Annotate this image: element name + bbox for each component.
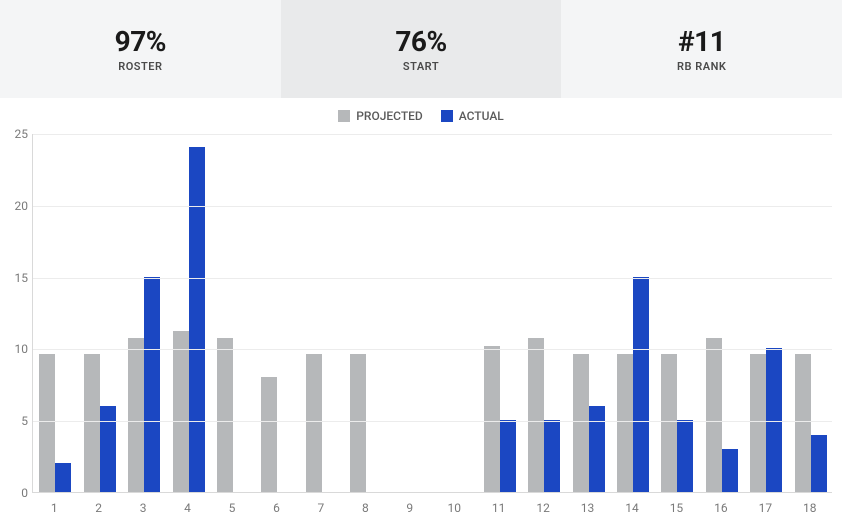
- bar: [350, 354, 366, 492]
- x-tick-label: 11: [492, 501, 506, 515]
- x-tick-label: 7: [318, 501, 325, 515]
- x-tick-label: 10: [447, 501, 461, 515]
- stat-label: ROSTER: [118, 60, 162, 73]
- bar: [217, 338, 233, 492]
- legend-label: ACTUAL: [459, 109, 504, 123]
- legend-swatch: [338, 110, 350, 122]
- x-tick-label: 1: [51, 501, 58, 515]
- bar: [128, 338, 144, 492]
- x-tick-label: 5: [229, 501, 236, 515]
- legend-item[interactable]: PROJECTED: [338, 109, 423, 123]
- x-tick-label: 17: [759, 501, 773, 515]
- y-tick-label: 25: [0, 127, 28, 141]
- bar: [84, 354, 100, 492]
- gridline: [33, 206, 832, 207]
- bar: [589, 406, 605, 492]
- x-tick-label: 3: [140, 501, 147, 515]
- x-tick-label: 2: [95, 501, 102, 515]
- x-tick-label: 16: [714, 501, 728, 515]
- bar: [100, 406, 116, 492]
- chart-legend: PROJECTED ACTUAL: [0, 102, 842, 130]
- gridline: [33, 421, 832, 422]
- bar: [144, 277, 160, 492]
- x-tick-label: 8: [362, 501, 369, 515]
- stat-value: 97%: [115, 25, 166, 58]
- bar: [633, 277, 649, 492]
- y-tick-label: 15: [0, 271, 28, 285]
- bar: [484, 346, 500, 492]
- stat-value: #11: [678, 25, 725, 58]
- legend-label: PROJECTED: [356, 109, 423, 123]
- stat-cell[interactable]: #11 RB RANK: [561, 0, 842, 98]
- gridline: [33, 278, 832, 279]
- gridline: [33, 349, 832, 350]
- bar: [795, 354, 811, 492]
- bar: [722, 449, 738, 492]
- plot-area: [32, 134, 832, 493]
- stat-cell[interactable]: 76% START: [281, 0, 562, 98]
- bar: [55, 463, 71, 492]
- bar: [706, 338, 722, 492]
- x-tick-label: 18: [803, 501, 817, 515]
- legend-item[interactable]: ACTUAL: [441, 109, 504, 123]
- x-tick-label: 14: [625, 501, 639, 515]
- bar: [677, 420, 693, 492]
- bar: [750, 354, 766, 492]
- stat-label: START: [403, 60, 439, 73]
- stats-row: 97% ROSTER 76% START #11 RB RANK: [0, 0, 842, 98]
- bar: [261, 377, 277, 492]
- x-tick-label: 12: [536, 501, 550, 515]
- x-tick-label: 4: [184, 501, 191, 515]
- bar: [306, 354, 322, 492]
- x-tick-label: 6: [273, 501, 280, 515]
- y-tick-label: 0: [0, 486, 28, 500]
- x-tick-label: 13: [581, 501, 595, 515]
- legend-swatch: [441, 110, 453, 122]
- y-tick-label: 5: [0, 414, 28, 428]
- x-tick-label: 9: [406, 501, 413, 515]
- y-tick-label: 20: [0, 199, 28, 213]
- stat-label: RB RANK: [677, 60, 726, 73]
- bar: [173, 331, 189, 492]
- bar: [528, 338, 544, 492]
- stat-cell[interactable]: 97% ROSTER: [0, 0, 281, 98]
- bar: [617, 354, 633, 492]
- bar: [661, 354, 677, 492]
- bar: [544, 420, 560, 492]
- bar: [39, 354, 55, 492]
- stat-value: 76%: [395, 25, 446, 58]
- bar: [573, 354, 589, 492]
- bar: [811, 435, 827, 492]
- x-axis: 123456789101112131415161718: [32, 497, 832, 521]
- y-tick-label: 10: [0, 342, 28, 356]
- bar: [500, 420, 516, 492]
- bar: [189, 147, 205, 492]
- gridline: [33, 134, 832, 135]
- x-tick-label: 15: [670, 501, 684, 515]
- chart: 0510152025 123456789101112131415161718: [0, 130, 842, 521]
